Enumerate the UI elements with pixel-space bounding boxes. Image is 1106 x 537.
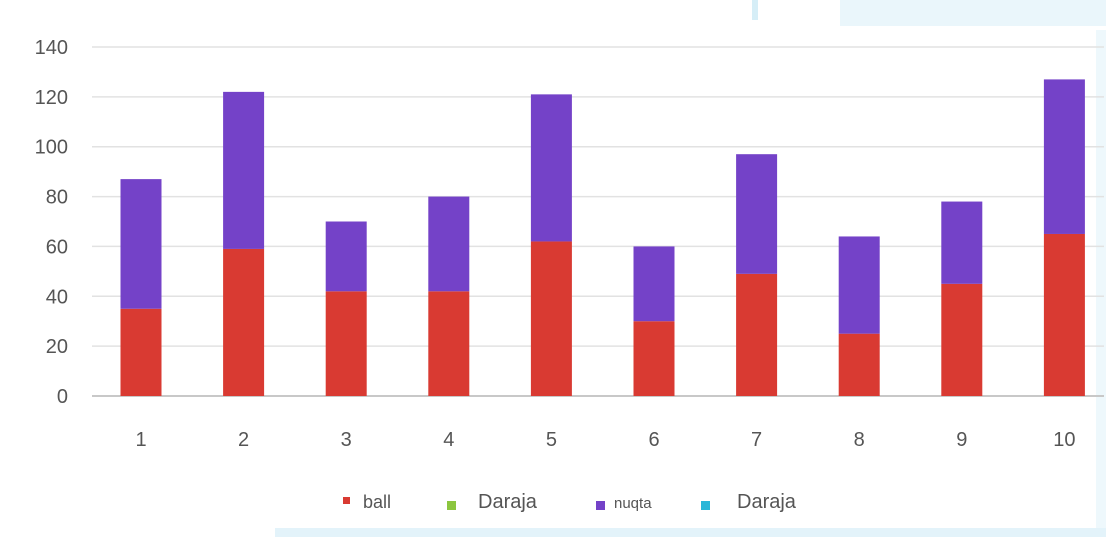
x-tick-label: 2 [238, 429, 249, 451]
y-tick-label: 0 [57, 386, 68, 408]
legend-swatch-nuqta [596, 501, 605, 510]
x-tick-label: 8 [854, 429, 865, 451]
legend-swatch-daraja [701, 501, 710, 510]
y-tick-label: 140 [35, 37, 68, 59]
bar-ball-8 [838, 333, 880, 396]
legend-label-nuqta: nuqta [614, 495, 652, 512]
background-panel-right [1096, 30, 1106, 537]
x-axis-ticks: 1 2 3 4 5 6 7 8 9 10 [135, 429, 1075, 451]
x-tick-label: 4 [443, 429, 454, 451]
y-tick-label: 20 [46, 336, 68, 358]
bar-ball-9 [941, 283, 983, 396]
x-tick-label: 10 [1053, 429, 1075, 451]
y-tick-label: 80 [46, 187, 68, 209]
bar-ball-5 [530, 241, 572, 396]
legend-swatch-ball [343, 497, 350, 504]
legend-label-ball: ball [363, 492, 391, 512]
bar-ball-1 [120, 308, 162, 396]
x-tick-label: 3 [341, 429, 352, 451]
legend-label-daraja: Daraja [478, 491, 538, 513]
bar-nuqta-8 [838, 236, 880, 334]
x-tick-label: 1 [135, 429, 146, 451]
bar-ball-6 [633, 321, 675, 396]
background-panel-bottom [275, 528, 1106, 537]
bar-nuqta-10 [1043, 79, 1085, 234]
bar-ball-10 [1043, 233, 1085, 396]
legend: ball Daraja nuqta Daraja [343, 491, 797, 513]
background-accent [752, 0, 758, 20]
bar-nuqta-2 [223, 91, 265, 249]
x-tick-label: 9 [956, 429, 967, 451]
y-axis-ticks: 0 20 40 60 80 100 120 140 [35, 37, 68, 408]
bars [120, 79, 1085, 396]
x-tick-label: 5 [546, 429, 557, 451]
y-tick-label: 60 [46, 236, 68, 258]
y-tick-label: 120 [35, 87, 68, 109]
bar-ball-3 [325, 291, 367, 396]
bar-nuqta-6 [633, 246, 675, 322]
bar-ball-4 [428, 291, 470, 396]
bar-nuqta-1 [120, 179, 162, 309]
bar-nuqta-9 [941, 201, 983, 284]
bar-nuqta-3 [325, 221, 367, 292]
bar-ball-2 [223, 248, 265, 396]
bar-nuqta-5 [530, 94, 572, 242]
background-panel-top [840, 0, 1106, 26]
x-tick-label: 6 [648, 429, 659, 451]
legend-label-daraja: Daraja [737, 491, 797, 513]
bar-ball-7 [736, 273, 778, 396]
bar-nuqta-7 [736, 154, 778, 274]
y-tick-label: 40 [46, 286, 68, 308]
x-tick-label: 7 [751, 429, 762, 451]
legend-swatch-daraja [447, 501, 456, 510]
bar-nuqta-4 [428, 196, 470, 292]
y-tick-label: 100 [35, 137, 68, 159]
